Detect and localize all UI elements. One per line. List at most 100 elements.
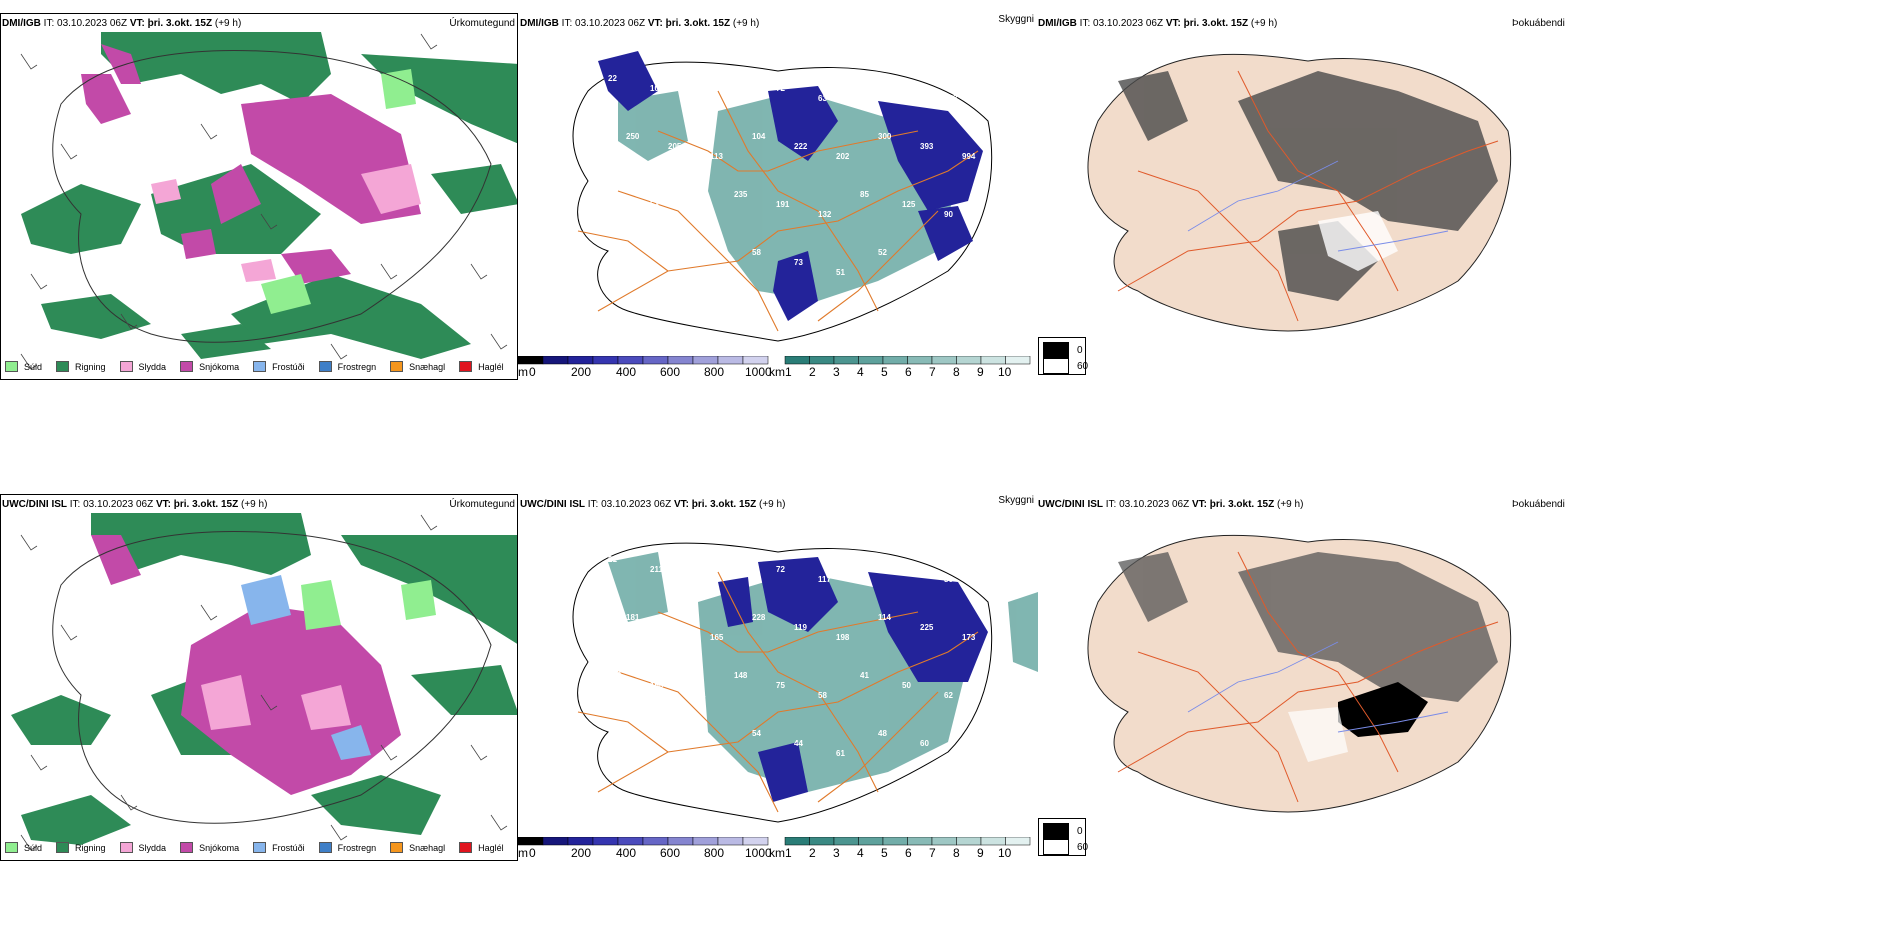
height-vis-scale-top [518, 356, 1031, 365]
cloud-height-label: 89 [860, 555, 869, 564]
vis-tick: 9 [977, 365, 984, 379]
cloud-height-label: 45 [626, 729, 635, 738]
fog-legend-swatch [1043, 342, 1069, 358]
legend-swatch [390, 842, 404, 853]
cloud-height-label: 173 [962, 633, 976, 642]
cloud-map-svg-top: 22 103 62 270 72 63 12 73 158 250 205 113 104 222 202 3… [572, 51, 993, 342]
cloud-height-label: 71 [668, 623, 677, 632]
cloud-height-label: 85 [860, 190, 869, 199]
vis-scale-cell [809, 837, 835, 846]
cloud-height-label: 994 [692, 691, 706, 700]
cloud-title-top: DMI/IGB IT: 03.10.2023 06Z VT: þri. 3.ok… [520, 18, 760, 29]
scale-labels-bottom: m 0 200 400 600 800 1000 km 1 2 3 4 5 6 … [518, 846, 1038, 860]
legend-swatch [180, 842, 194, 853]
precip-legend-top: Súld Rigning Slydda Snjókoma Frostúði Fr… [5, 361, 518, 372]
cloud-height-label: 62 [608, 190, 617, 199]
vis-tick: 7 [929, 846, 936, 860]
height-scale-cell [617, 356, 644, 365]
fog-title-top: DMI/IGB IT: 03.10.2023 06Z VT: þri. 3.ok… [1038, 18, 1278, 29]
cloud-height-label: 225 [920, 623, 934, 632]
legend-item-frostudi: Frostúði [253, 842, 305, 853]
height-tick: 0 [529, 365, 536, 379]
legend-item-sudd: Súld [5, 361, 42, 372]
cloud-type-label-bottom: Skyggni [998, 495, 1034, 506]
vis-unit: km [769, 365, 785, 379]
cloud-height-label: 150 [650, 681, 664, 690]
cloud-height-label: 63 [818, 94, 827, 103]
legend-item-frostregn: Frostregn [318, 842, 376, 853]
cloud-height-label: 114 [878, 613, 891, 622]
precip-legend-bottom: Súld Rigning Slydda Snjókoma Frostúði Fr… [5, 842, 518, 853]
fog-legend-row-min: 0 [1043, 823, 1083, 839]
legend-swatch [390, 361, 404, 372]
cloud-height-label: 62 [692, 94, 701, 103]
height-scale-cell [567, 356, 594, 365]
height-tick: 800 [704, 846, 725, 860]
height-tick: 1000 [745, 846, 772, 860]
fog-panel-top: DMI/IGB IT: 03.10.2023 06Z VT: þri. 3.ok… [1038, 13, 1900, 380]
cloud-height-label: 73 [902, 84, 911, 93]
cloud-height-label: 200 [692, 575, 706, 584]
fog-type-label-bottom: Þokuábendi [1512, 499, 1565, 510]
legend-item-sudd: Súld [5, 842, 42, 853]
cloud-height-label: 205 [668, 142, 682, 151]
fog-type-label-top: Þokuábendi [1512, 18, 1565, 29]
height-unit: m [518, 846, 528, 860]
legend-item-snaehagl: Snæhagl [390, 361, 445, 372]
cloud-map-svg-bottom: 21 211 200 83 72 117 89 103 80 181 71 165 228 119 198 1… [572, 542, 1038, 823]
vis-tick: 7 [929, 365, 936, 379]
cloud-map-top: 22 103 62 270 72 63 12 73 158 250 205 113 104 222 202 3… [518, 31, 1038, 353]
vis-tick: 1 [785, 365, 792, 379]
precip-map-svg-bottom [11, 513, 517, 851]
legend-item-frostregn: Frostregn [318, 361, 376, 372]
vis-scale-cell [784, 356, 810, 365]
cloud-height-label: 119 [794, 623, 807, 632]
cloud-height-label: 62 [944, 691, 953, 700]
height-scale-cell [518, 837, 544, 846]
height-scale-cell [692, 837, 719, 846]
legend-item-slydda: Slydda [119, 842, 166, 853]
legend-swatch [56, 361, 70, 372]
height-scale-cell [717, 356, 744, 365]
height-tick: 1000 [745, 365, 772, 379]
legend-item-haglel: Haglél [459, 842, 504, 853]
cloud-height-label: 90 [944, 210, 953, 219]
cloud-height-label: 44 [794, 739, 803, 748]
vis-scale-cell [931, 356, 957, 365]
height-scale-cell [592, 837, 619, 846]
height-tick: 400 [616, 846, 637, 860]
vis-tick: 5 [881, 365, 888, 379]
cloud-panel-bottom: UWC/DINI ISL IT: 03.10.2023 06Z VT: þri.… [518, 494, 1038, 861]
cloud-height-label: 45 [668, 258, 677, 267]
vis-tick: 6 [905, 846, 912, 860]
vis-tick: 9 [977, 846, 984, 860]
height-scale-cell [542, 837, 569, 846]
legend-swatch [459, 361, 473, 372]
vis-scale-cell [882, 356, 908, 365]
cloud-height-label: 58 [752, 248, 761, 257]
precip-title-bottom: UWC/DINI ISL IT: 03.10.2023 06Z VT: þri.… [2, 499, 268, 510]
cloud-map-bottom: 21 211 200 83 72 117 89 103 80 181 71 165 228 119 198 1… [518, 512, 1038, 834]
height-scale-cell [642, 837, 669, 846]
vis-tick: 2 [809, 846, 816, 860]
legend-swatch [119, 842, 133, 853]
cloud-height-label: 300 [878, 132, 892, 141]
legend-swatch [253, 842, 267, 853]
cloud-height-label: 53 [650, 200, 659, 209]
height-vis-scale-bottom [518, 837, 1031, 846]
vis-tick: 1 [785, 846, 792, 860]
vis-tick: 10 [998, 365, 1012, 379]
precip-type-label-bottom: Úrkomutegund [449, 499, 515, 510]
fog-map-svg-bottom [1087, 534, 1511, 813]
height-tick: 400 [616, 365, 637, 379]
fog-legend-row-min: 0 [1043, 342, 1083, 358]
cloud-height-label: 202 [836, 152, 850, 161]
vis-tick: 6 [905, 365, 912, 379]
vis-tick: 8 [953, 365, 960, 379]
cloud-height-label: 198 [836, 633, 850, 642]
precip-map-top [0, 13, 518, 380]
vis-tick: 2 [809, 365, 816, 379]
legend-item-rigning: Rigning [56, 842, 106, 853]
precip-map-svg-top [20, 32, 517, 370]
cloud-height-label: 39 [710, 749, 719, 758]
